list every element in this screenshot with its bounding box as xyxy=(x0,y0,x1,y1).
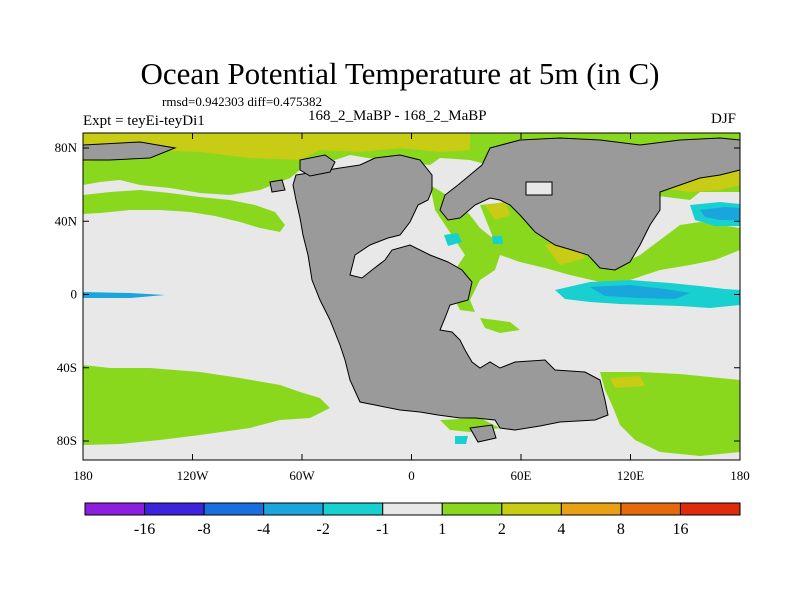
x-tick-label: 180 xyxy=(73,468,93,483)
arctic-island-mid xyxy=(269,179,286,193)
southern-warm-core xyxy=(610,376,645,388)
southern-indian-warm-band xyxy=(600,372,740,456)
colorbar-swatch xyxy=(144,502,205,516)
colorbar-swatch xyxy=(620,502,681,516)
colorbar-label: -1 xyxy=(376,521,389,538)
colorbar-label: 2 xyxy=(498,521,506,538)
colorbar-swatch xyxy=(84,502,146,516)
rmsd-label: rmsd= xyxy=(162,94,196,109)
colorbar-swatch xyxy=(263,502,324,516)
diff-value: 0.475382 xyxy=(273,94,322,109)
arctic-island-west xyxy=(83,141,177,161)
page-title: Ocean Potential Temperature at 5m (in C) xyxy=(140,56,660,91)
americas-land xyxy=(292,154,609,431)
map-plot-area xyxy=(83,133,740,460)
colorbar-swatch xyxy=(382,502,443,516)
south-atlantic-warm-strip xyxy=(440,318,520,432)
y-tick-label: 40S xyxy=(57,360,77,375)
colorbar-label: 1 xyxy=(438,521,446,538)
equatorial-cool-core xyxy=(590,285,690,299)
stats-line: rmsd=0.942303 diff=0.475382 xyxy=(162,95,322,109)
season-label: DJF xyxy=(711,111,737,127)
colorbar-swatch xyxy=(322,502,384,516)
x-tick-label: 120W xyxy=(177,468,210,483)
southern-ocean-warm-band xyxy=(83,365,330,445)
x-tick-label: 60W xyxy=(289,468,315,483)
antarctic-peninsula-land xyxy=(469,424,497,443)
arctic-warm-core xyxy=(83,133,470,162)
y-axis: 80N 40N 0 40S 80S xyxy=(55,140,740,448)
colorbar-label: -8 xyxy=(197,521,210,538)
x-axis: 180 120W 60W 0 60E 120E 180 xyxy=(73,133,750,483)
colorbar-swatch xyxy=(441,502,503,516)
x-tick-label: 120E xyxy=(617,468,645,483)
greenland-land xyxy=(299,154,336,177)
western-equatorial-cool xyxy=(83,292,165,298)
colorbar-label: 16 xyxy=(672,521,688,538)
colorbar-swatch xyxy=(560,502,622,516)
diff-label: diff= xyxy=(247,94,274,109)
y-tick-label: 0 xyxy=(71,287,78,302)
colorbar-label: 8 xyxy=(617,521,625,538)
case-label: 168_2_MaBP - 168_2_MaBP xyxy=(308,108,487,124)
x-tick-label: 180 xyxy=(730,468,750,483)
x-tick-label: 60E xyxy=(511,468,532,483)
colorbar-swatch xyxy=(203,502,265,516)
x-tick-label: 0 xyxy=(408,468,415,483)
y-tick-label: 40N xyxy=(55,213,78,228)
y-tick-label: 80N xyxy=(55,140,78,155)
colorbar-swatch xyxy=(501,502,562,516)
colorbar-label: -2 xyxy=(317,521,330,538)
rmsd-value: 0.942303 xyxy=(195,94,245,109)
experiment-label: Expt = teyEi-teyDi1 xyxy=(83,113,205,129)
inland-lake xyxy=(525,181,553,196)
colorbar-label: 4 xyxy=(557,521,565,538)
mediterranean-warm-core xyxy=(485,202,585,265)
colorbar-label: -4 xyxy=(257,521,270,538)
colorbar-label: -16 xyxy=(134,521,155,538)
north-pacific-warm-band xyxy=(83,190,285,232)
eurasia-land xyxy=(439,137,740,271)
y-tick-label: 80S xyxy=(57,433,77,448)
northwest-pacific-cool-core xyxy=(700,207,740,220)
colorbar-swatch xyxy=(679,502,741,516)
colorbar: -16 -8 -4 -2 -1 1 2 4 8 16 xyxy=(84,502,741,538)
